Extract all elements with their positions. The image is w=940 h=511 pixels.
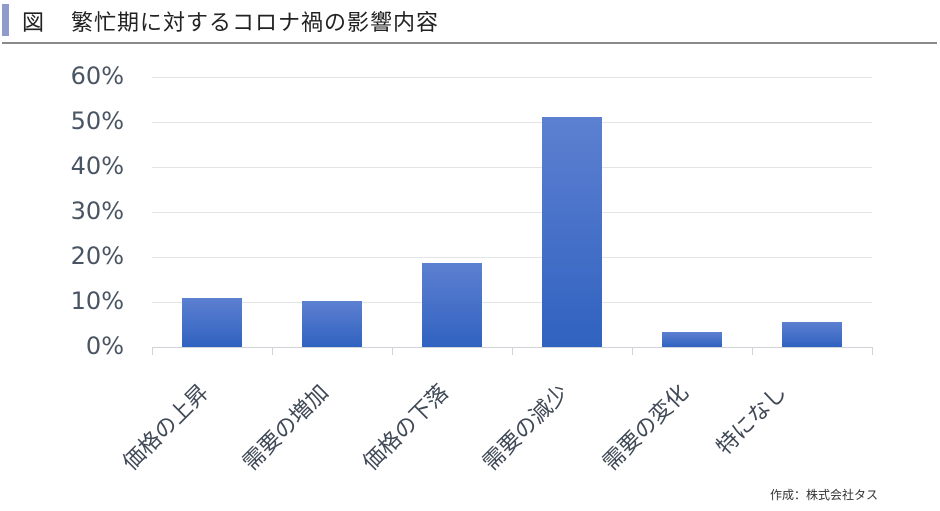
- y-tick-label: 40%: [70, 152, 124, 180]
- y-tick-label: 0%: [85, 332, 124, 360]
- y-tick-label: 60%: [70, 62, 124, 90]
- title-accent-bar: [2, 4, 9, 36]
- x-tick-label: 特になし: [712, 380, 792, 461]
- y-tick-label: 50%: [70, 107, 124, 135]
- x-axis-tick: [272, 347, 273, 355]
- x-axis-tick: [872, 347, 873, 355]
- bar-2: [302, 301, 362, 347]
- x-axis-tick: [512, 347, 513, 355]
- gridline: [152, 167, 872, 168]
- y-tick-label: 30%: [70, 197, 124, 225]
- bar-5: [662, 332, 722, 347]
- title-divider: [2, 42, 937, 44]
- x-tick-label: 需要の増加: [238, 380, 334, 476]
- y-tick-label: 10%: [70, 287, 124, 315]
- x-axis-tick: [392, 347, 393, 355]
- x-axis-tick: [632, 347, 633, 355]
- x-axis-tick: [752, 347, 753, 355]
- bar-3: [422, 263, 482, 347]
- bar-4: [542, 117, 602, 347]
- gridline: [152, 302, 872, 303]
- gridline: [152, 77, 872, 78]
- x-axis-tick: [152, 347, 153, 355]
- x-tick-label: 需要の減少: [478, 380, 574, 476]
- x-tick-label: 需要の変化: [598, 380, 694, 476]
- page-title: 図繁忙期に対するコロナ禍の影響内容: [22, 5, 439, 37]
- y-tick-label: 20%: [70, 242, 124, 270]
- bar-1: [182, 298, 242, 347]
- x-tick-label: 価格の下落: [358, 380, 454, 476]
- gridline: [152, 212, 872, 213]
- source-credit: 作成：株式会社タス: [770, 488, 879, 502]
- chart-title: 繁忙期に対するコロナ禍の影響内容: [71, 11, 440, 36]
- figure-label: 図: [22, 11, 46, 36]
- gridline: [152, 257, 872, 258]
- x-tick-label: 価格の上昇: [118, 380, 214, 476]
- bar-6: [782, 322, 842, 347]
- gridline: [152, 122, 872, 123]
